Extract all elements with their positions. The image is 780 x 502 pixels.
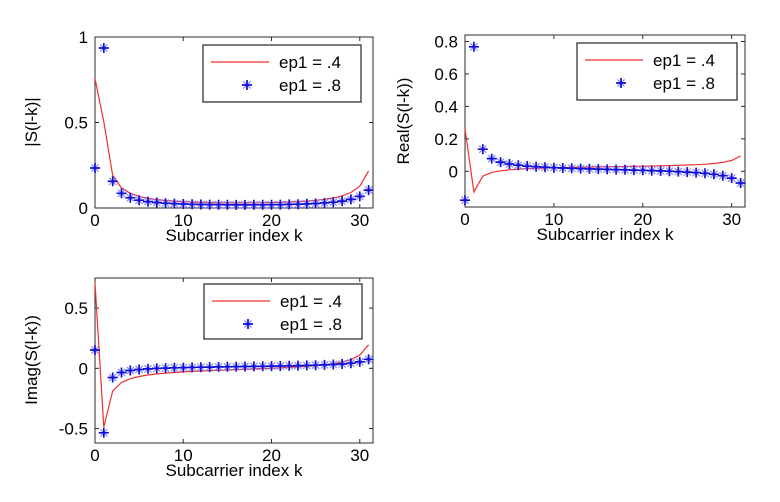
y-axis-label: |S(l-k)| (22, 97, 41, 146)
legend-label-ep04: ep1 = .4 (653, 51, 715, 70)
x-tick-label: 0 (90, 446, 99, 465)
y-tick-label: 0.5 (64, 299, 88, 318)
legend: ep1 = .4 ep1 = .8 (202, 44, 362, 103)
x-tick-label: 20 (262, 211, 281, 230)
x-tick-label: 30 (722, 210, 741, 229)
y-tick-label: 1 (79, 28, 88, 47)
x-tick-label: 10 (174, 446, 193, 465)
x-tick-label: 10 (544, 210, 563, 229)
legend-box (203, 283, 363, 340)
y-tick-label: 0.2 (434, 130, 458, 149)
x-tick-label: 20 (262, 446, 281, 465)
series-markers-ep08 (90, 43, 374, 210)
x-tick-label: 20 (633, 210, 652, 229)
legend-label-ep04: ep1 = .4 (280, 292, 342, 311)
y-axis-label: Imag(S(l-k)) (22, 315, 41, 405)
legend-marker-sample (242, 80, 252, 90)
series-line-ep04 (94, 78, 370, 204)
y-tick-label: 0.4 (434, 97, 458, 116)
y-tick-label: 0 (79, 359, 88, 378)
legend-marker-sample (243, 319, 253, 329)
series-line-ep04 (464, 128, 741, 194)
x-tick-label: 10 (174, 211, 193, 230)
plot-box (464, 34, 746, 208)
y-tick-label: -0.5 (59, 420, 88, 439)
legend-label-ep08: ep1 = .8 (653, 74, 715, 93)
x-tick-label: 0 (460, 210, 469, 229)
series-markers-ep08-diagonals (90, 345, 373, 437)
legend: ep1 = .4 ep1 = .8 (203, 283, 363, 340)
y-tick-label: 0 (79, 199, 88, 218)
y-axis-label: Real(S(l-k)) (394, 78, 413, 165)
x-axis-label: Subcarrier index k (536, 225, 674, 244)
legend-box (202, 44, 362, 103)
legend-marker-sample (616, 78, 626, 88)
series-markers-ep08 (460, 41, 746, 206)
y-tick-label: 0.5 (64, 114, 88, 133)
series-markers-ep08 (90, 345, 374, 438)
plot-box (94, 277, 374, 444)
legend-label-ep04: ep1 = .4 (279, 53, 341, 72)
x-axis-label: Subcarrier index k (165, 226, 303, 245)
legend: ep1 = .4 ep1 = .8 (576, 42, 738, 101)
x-tick-label: 0 (90, 211, 99, 230)
subplot-real: 0 10 20 30 0 0.2 0.4 0.6 0.8 Subcarrier index k Re… (394, 32, 746, 244)
legend-label-ep08: ep1 = .8 (279, 76, 341, 95)
x-axis-label: Subcarrier index k (165, 461, 303, 480)
y-tick-label: 0 (449, 162, 458, 181)
legend-label-ep08: ep1 = .8 (280, 315, 342, 334)
y-tick-label: 0.8 (434, 32, 458, 51)
x-tick-label: 30 (350, 446, 369, 465)
legend-box (576, 42, 738, 101)
y-tick-label: 0.6 (434, 65, 458, 84)
subplot-magnitude: 0 10 20 30 0 0.5 1 Subcarrier index k |S(l-k)| ep… (22, 28, 374, 245)
x-tick-label: 30 (350, 211, 369, 230)
